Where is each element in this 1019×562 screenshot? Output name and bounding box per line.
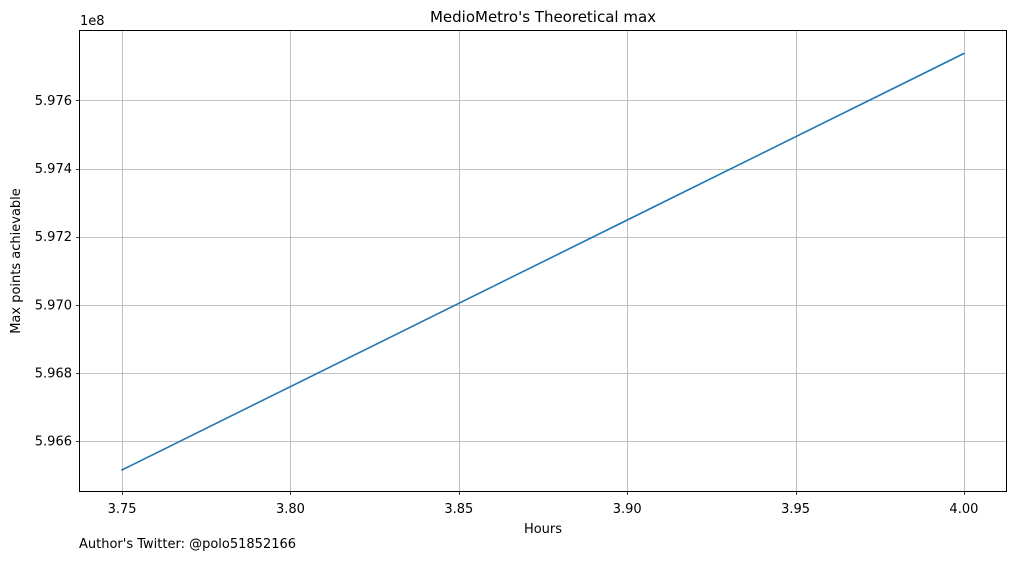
series-line <box>121 52 965 471</box>
y-tick-label: 5.968 <box>35 366 72 381</box>
grid <box>80 31 1006 491</box>
y-tick-label: 5.966 <box>35 434 72 449</box>
x-tick-label: 4.00 <box>949 502 978 517</box>
series-layer <box>121 52 965 471</box>
y-axis-label: Max points achievable <box>9 188 24 334</box>
y-tick-label: 5.976 <box>35 94 72 109</box>
x-axis-label: Hours <box>524 522 562 537</box>
x-tick-label: 3.75 <box>108 502 137 517</box>
author-twitter-note: Author's Twitter: @polo51852166 <box>79 537 297 552</box>
x-tick-label: 3.90 <box>613 502 642 517</box>
y-tick-label: 5.972 <box>35 230 72 245</box>
x-tick-label: 3.85 <box>444 502 473 517</box>
x-tick-label: 3.80 <box>276 502 305 517</box>
y-tick-label: 5.974 <box>35 162 72 177</box>
y-tick-label: 5.970 <box>35 298 72 313</box>
chart-title: MedioMetro's Theoretical max <box>430 8 656 26</box>
x-tick-label: 3.95 <box>781 502 810 517</box>
plot-frame <box>79 30 1007 492</box>
y-offset-label: 1e8 <box>80 14 105 29</box>
ticks: 3.75 3.80 3.85 3.90 3.95 4.00 5.966 5.968 5.970 5… <box>35 94 979 517</box>
